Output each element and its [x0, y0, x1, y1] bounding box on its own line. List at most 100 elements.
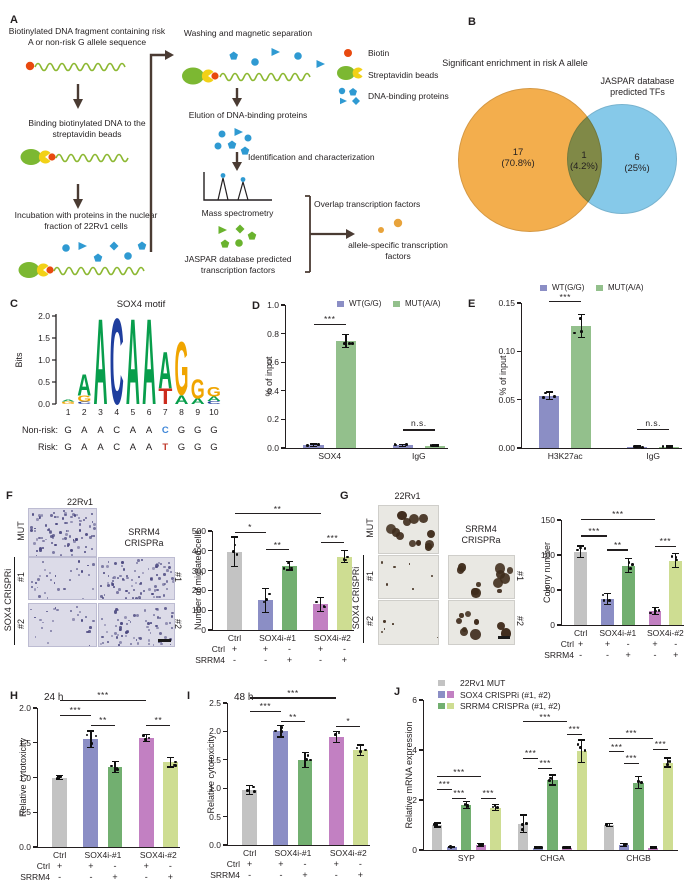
- data-point: [337, 731, 341, 735]
- cell-dot: [134, 596, 138, 599]
- cell-dot: [120, 622, 123, 625]
- row-value: -: [626, 639, 630, 649]
- cell-dot: [68, 579, 71, 582]
- data-point: [252, 785, 256, 789]
- cell-dot: [157, 641, 160, 644]
- colony-chart: 0 50 100 150 Colony number *** *** ** *** Ctrl SOX…: [534, 495, 688, 665]
- sig-label: **: [289, 711, 297, 722]
- legend-swatch: [337, 300, 344, 307]
- cell-dot: [130, 642, 132, 645]
- data-point: [534, 846, 538, 849]
- cell-dot: [30, 586, 33, 589]
- row-value: -: [358, 859, 362, 869]
- cell-dot: [155, 565, 158, 569]
- cell-dot: [119, 641, 123, 645]
- svg-text:A: A: [146, 442, 153, 453]
- arrow-down-icon: [73, 84, 83, 109]
- cell-dot: [79, 611, 82, 614]
- svg-text:A: A: [207, 396, 221, 403]
- cell-dot: [53, 582, 56, 585]
- cell-dot: [78, 529, 82, 532]
- data-point: [323, 605, 327, 609]
- colony-dot: [402, 517, 412, 527]
- bar: [662, 762, 673, 850]
- cell-dot: [161, 583, 165, 587]
- elbow-arrow-icon: [149, 50, 174, 252]
- data-point: [493, 804, 497, 807]
- cell-dot: [34, 529, 37, 532]
- y-axis: [561, 520, 563, 625]
- cell-dot: [165, 580, 169, 583]
- error-bar-cap: [603, 604, 611, 606]
- data-point: [580, 330, 583, 333]
- y-tick-label: 4: [412, 745, 417, 755]
- sig-label: ***: [482, 788, 494, 798]
- data-point: [539, 845, 542, 849]
- cell-dot: [165, 587, 168, 590]
- error-bar: [436, 823, 438, 827]
- colony-dot: [409, 540, 416, 547]
- cell-dot: [45, 574, 48, 577]
- cell-dot: [80, 536, 83, 540]
- error-bar: [312, 443, 315, 447]
- sig-label: ***: [568, 724, 581, 735]
- cell-dot: [90, 548, 93, 551]
- error-bar-cap: [166, 756, 174, 759]
- panel-e-label: E: [468, 298, 476, 310]
- row-value: +: [112, 872, 118, 882]
- bar: [328, 737, 344, 845]
- cell-dot: [116, 634, 119, 637]
- y-tick-label: 200: [191, 585, 206, 596]
- cell-dot: [88, 525, 91, 528]
- cell-dot: [141, 571, 145, 574]
- venn-set1-pct: (70.8%): [501, 158, 535, 169]
- y-tick: [223, 730, 227, 732]
- error-bar-cap: [624, 571, 632, 574]
- data-point: [348, 342, 352, 346]
- y-tick-label: 0.00: [498, 443, 515, 453]
- panel-j-label: J: [394, 686, 401, 698]
- error-bar-cap: [301, 766, 309, 768]
- data-point: [274, 729, 277, 733]
- error-bar-cap: [603, 592, 611, 595]
- colony-dot: [424, 543, 433, 551]
- error-bar: [480, 843, 482, 847]
- cell-dot: [118, 627, 122, 631]
- cell-dot: [79, 523, 82, 526]
- x-axis: [521, 448, 682, 450]
- x-label: SOX4i-#2: [314, 633, 351, 643]
- svg-text:Bits: Bits: [14, 352, 24, 368]
- panel-g-row1-label: #1: [365, 570, 375, 582]
- sig-label: **: [273, 503, 282, 514]
- cell-dot: [103, 594, 106, 597]
- legend-label: MUT(A/A): [405, 299, 441, 308]
- cell-dot: [85, 516, 88, 519]
- y-tick: [208, 530, 212, 532]
- cell-dot: [74, 514, 77, 517]
- cell-dot: [100, 618, 103, 621]
- data-point: [235, 553, 239, 556]
- y-axis: [521, 303, 523, 448]
- dna-fragment-icon: [25, 61, 126, 72]
- svg-text:G: G: [61, 401, 75, 405]
- data-point: [144, 738, 147, 741]
- workflow-wash-text: Washing and magnetic separation: [183, 28, 313, 38]
- bar: [313, 604, 328, 630]
- error-bar-cap: [340, 550, 348, 552]
- legend-biotin-label: Biotin: [368, 48, 390, 58]
- error-bar-cap: [340, 562, 348, 564]
- cell-dot: [54, 543, 57, 547]
- data-point: [665, 445, 669, 448]
- x-label: SOX4i-#2: [139, 850, 177, 860]
- svg-text:G: G: [178, 425, 185, 436]
- sig-label: n.s.: [410, 418, 427, 429]
- cell-dot: [72, 618, 75, 621]
- data-point: [282, 567, 286, 570]
- data-point: [565, 846, 568, 849]
- x-label: CHGA: [540, 853, 565, 863]
- svg-text:A: A: [77, 370, 91, 403]
- legend-swatch: [438, 679, 445, 686]
- cell-dot: [54, 515, 57, 518]
- cell-dot: [114, 562, 118, 566]
